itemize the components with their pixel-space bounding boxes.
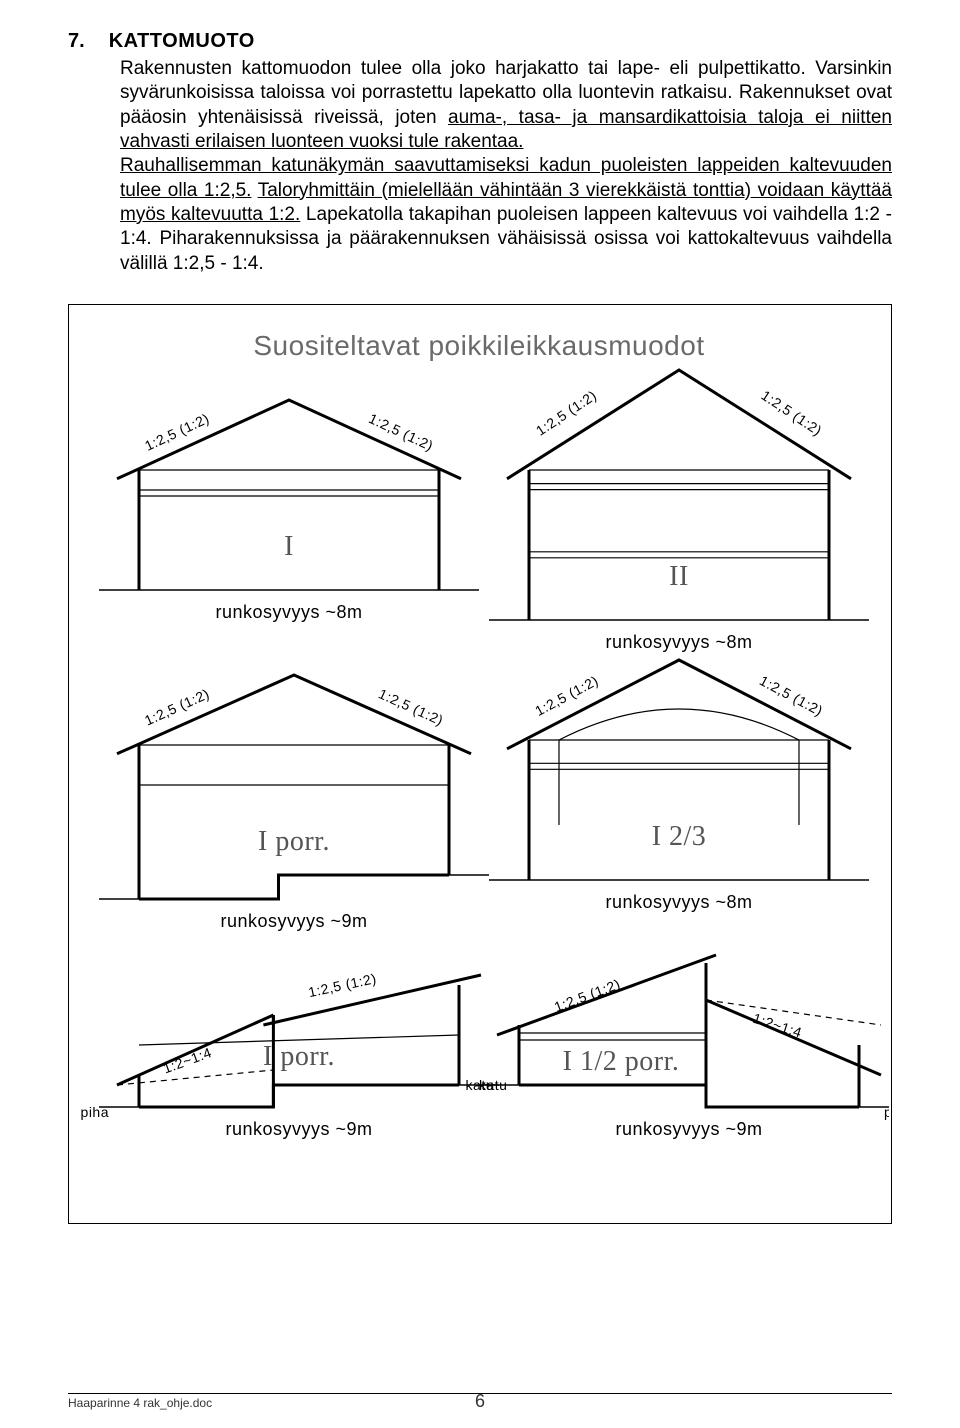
svg-text:I 1/2 porr.: I 1/2 porr. xyxy=(563,1046,680,1077)
svg-text:1:2,5 (1:2): 1:2,5 (1:2) xyxy=(142,685,212,728)
svg-text:runkosyvyys ~9m: runkosyvyys ~9m xyxy=(225,1119,372,1139)
svg-text:1:2,5 (1:2): 1:2,5 (1:2) xyxy=(366,410,436,454)
svg-text:1:2,5 (1:2): 1:2,5 (1:2) xyxy=(532,672,601,719)
svg-text:I: I xyxy=(284,531,294,562)
svg-text:katu: katu xyxy=(466,1077,494,1093)
svg-text:1:2,5 (1:2): 1:2,5 (1:2) xyxy=(307,970,378,1000)
svg-text:1:2,5 (1:2): 1:2,5 (1:2) xyxy=(376,685,446,728)
svg-text:runkosyvyys ~8m: runkosyvyys ~8m xyxy=(215,602,362,622)
page-footer: Haaparinne 4 rak_ohje.doc 6 xyxy=(68,1393,892,1410)
body-paragraph: Rakennusten kattomuodon tulee olla joko … xyxy=(120,57,892,276)
svg-text:1:2,5 (1:2): 1:2,5 (1:2) xyxy=(142,410,212,454)
cross-section-diagram: Suositeltavat poikkileikkausmuodot 1:2,5 … xyxy=(69,305,889,1221)
svg-text:I 2/3: I 2/3 xyxy=(652,821,707,852)
svg-text:1:2,5 (1:2): 1:2,5 (1:2) xyxy=(758,387,825,439)
svg-text:piha: piha xyxy=(884,1104,889,1120)
svg-text:runkosyvyys ~8m: runkosyvyys ~8m xyxy=(605,632,752,652)
section-title: KATTOMUOTO xyxy=(109,30,255,53)
svg-text:I porr.: I porr. xyxy=(263,1041,335,1072)
svg-text:1:2~1:4: 1:2~1:4 xyxy=(161,1044,214,1076)
svg-text:1:2,5 (1:2): 1:2,5 (1:2) xyxy=(533,387,600,439)
svg-text:1:2,5 (1:2): 1:2,5 (1:2) xyxy=(552,975,623,1014)
svg-text:runkosyvyys ~9m: runkosyvyys ~9m xyxy=(220,911,367,931)
section-number: 7. xyxy=(68,30,85,53)
svg-text:runkosyvyys ~9m: runkosyvyys ~9m xyxy=(615,1119,762,1139)
svg-text:I porr.: I porr. xyxy=(258,826,330,857)
footer-filename: Haaparinne 4 rak_ohje.doc xyxy=(68,1396,212,1410)
figure-container: Suositeltavat poikkileikkausmuodot 1:2,5 … xyxy=(68,304,892,1224)
page-number: 6 xyxy=(475,1391,485,1412)
svg-text:1:2~1:4: 1:2~1:4 xyxy=(751,1010,804,1041)
svg-text:1:2,5 (1:2): 1:2,5 (1:2) xyxy=(757,672,826,719)
svg-text:II: II xyxy=(669,561,689,592)
svg-text:runkosyvyys ~8m: runkosyvyys ~8m xyxy=(605,892,752,912)
svg-text:piha: piha xyxy=(81,1104,109,1120)
svg-text:Suositeltavat poikkileikkausmu: Suositeltavat poikkileikkausmuodot xyxy=(253,330,704,361)
